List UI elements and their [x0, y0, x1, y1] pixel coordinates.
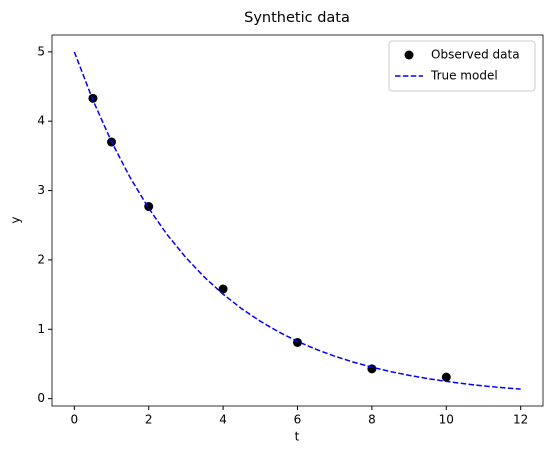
- x-tick-label: 0: [70, 413, 78, 427]
- y-tick-label: 5: [37, 44, 45, 58]
- x-tick-label: 4: [219, 413, 227, 427]
- model-line: [73, 51, 521, 390]
- y-tick-label: 1: [37, 322, 45, 336]
- y-tick-label: 2: [37, 252, 45, 266]
- legend-marker: [404, 50, 414, 60]
- x-tick-label: 8: [368, 413, 376, 427]
- data-point: [218, 284, 228, 294]
- x-tick-label: 10: [439, 413, 454, 427]
- y-tick-label: 4: [37, 114, 45, 128]
- chart-title: Synthetic data: [244, 10, 350, 26]
- x-tick-label: 12: [513, 413, 528, 427]
- legend-box: [388, 40, 536, 92]
- x-tick-label: 6: [294, 413, 302, 427]
- legend-label: Observed data: [431, 48, 520, 62]
- x-tick-label: 2: [145, 413, 153, 427]
- axes-frame: [51, 34, 544, 407]
- data-point: [441, 372, 451, 382]
- y-axis-label: y: [9, 216, 23, 223]
- y-tick-label: 0: [37, 391, 45, 405]
- x-axis-label: t: [295, 430, 300, 444]
- legend-label: True model: [430, 69, 498, 83]
- y-tick-label: 3: [37, 183, 45, 197]
